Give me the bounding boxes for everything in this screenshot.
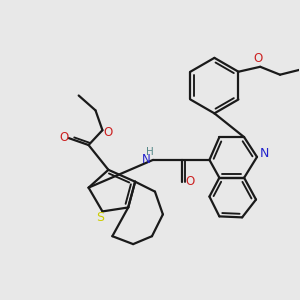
Text: O: O [59, 130, 68, 144]
Text: N: N [260, 148, 270, 160]
Text: O: O [185, 175, 194, 188]
Text: O: O [104, 126, 113, 139]
Text: S: S [97, 211, 104, 224]
Text: O: O [254, 52, 263, 65]
Text: N: N [142, 153, 150, 167]
Text: H: H [146, 147, 154, 157]
